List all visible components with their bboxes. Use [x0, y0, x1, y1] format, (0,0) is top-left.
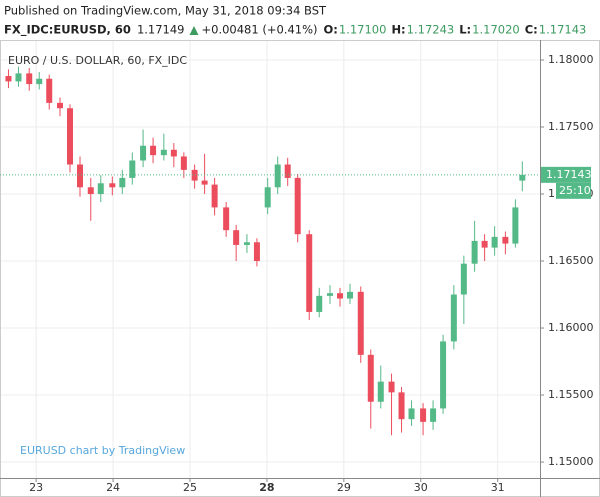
candle-body	[243, 242, 250, 245]
change: +0.00481 (+0.41%)	[202, 23, 318, 37]
published-line: Published on TradingView.com, May 31, 20…	[4, 4, 327, 18]
candle-body	[87, 187, 94, 194]
candle-body	[357, 291, 364, 355]
x-tick-label: 31	[491, 481, 505, 494]
candle-body	[264, 187, 271, 208]
x-tick-label: 28	[259, 481, 274, 494]
x-tick-label: 25	[183, 481, 197, 494]
candle-body	[253, 242, 260, 262]
candle-body	[471, 240, 478, 264]
y-tick-label: 1.16000	[548, 321, 594, 334]
candle-body	[160, 149, 167, 156]
candle-body	[440, 341, 447, 409]
ohlc-value: 1.17100	[339, 23, 387, 37]
candle-body	[223, 207, 230, 231]
ohlc-label: C:	[525, 23, 538, 37]
candle-body	[502, 236, 509, 244]
quote-line: FX_IDC:EURUSD, 60 1.17149 +0.00481 (+0.4…	[4, 23, 586, 38]
candle-body	[337, 293, 343, 299]
candle-body	[430, 408, 437, 422]
candle-body	[420, 408, 427, 422]
ohlc-value: 1.17020	[472, 23, 520, 37]
last-price: 1.17149	[137, 23, 185, 37]
candle-body	[180, 156, 187, 170]
candle-body	[481, 240, 488, 248]
candle-body	[46, 78, 53, 103]
candle-body	[36, 78, 43, 85]
y-tick-label: 1.15000	[548, 455, 594, 468]
y-tick-label: 1.17500	[548, 120, 594, 133]
candle-body	[77, 164, 83, 188]
candle-body	[284, 164, 291, 178]
candle-body	[129, 160, 136, 178]
x-tick-label: 30	[414, 481, 428, 494]
candle-body	[26, 73, 33, 85]
candle-body	[450, 294, 457, 342]
candle-body	[191, 169, 198, 181]
candle-body	[170, 149, 177, 157]
ohlc-value: 1.17143	[539, 23, 587, 37]
candle-body	[211, 184, 218, 208]
candle-body	[491, 236, 498, 248]
countdown: 25:10	[559, 184, 591, 197]
candle-body	[347, 291, 353, 299]
candle-body	[274, 164, 281, 188]
candle-body	[408, 408, 415, 420]
candle-body	[109, 183, 116, 188]
ohlc-value: 1.17243	[407, 23, 455, 37]
candle-body	[512, 207, 519, 244]
candle-body	[57, 102, 63, 109]
watermark: EURUSD chart by TradingView	[20, 444, 185, 457]
chart-title: EURO / U.S. DOLLAR, 60, FX_IDC	[8, 54, 187, 67]
candle-body	[15, 73, 22, 82]
candle-body	[5, 76, 12, 82]
y-tick-label: 1.18000	[548, 53, 594, 66]
candle-body	[67, 108, 73, 165]
candle-body	[519, 174, 526, 181]
ohlc-label: L:	[459, 23, 471, 37]
candle-body	[97, 183, 104, 194]
up-arrow	[189, 26, 199, 35]
candle-body	[140, 145, 147, 161]
candle-body	[327, 293, 333, 296]
ohlc-label: H:	[391, 23, 405, 37]
x-tick-label: 24	[106, 481, 120, 494]
candle-body	[233, 230, 240, 245]
y-tick-label: 1.16500	[548, 254, 594, 267]
last-price-label: 1.17143	[546, 168, 592, 181]
ohlc-label: O:	[324, 23, 338, 37]
candle-body	[306, 234, 313, 312]
candle-body	[201, 180, 208, 185]
candle-body	[377, 381, 384, 402]
x-tick-label: 29	[337, 481, 351, 494]
candle-body	[460, 263, 467, 295]
candle-body	[119, 177, 126, 188]
candle-body	[367, 354, 374, 402]
last-price-box	[541, 166, 591, 183]
candle-body	[398, 392, 405, 420]
symbol: FX_IDC:EURUSD, 60	[4, 23, 131, 38]
candle-body	[150, 145, 157, 156]
y-tick-label: 1.15500	[548, 388, 594, 401]
candle-body	[294, 177, 301, 235]
candle-body	[388, 381, 395, 393]
x-tick-label: 23	[29, 481, 43, 494]
countdown-box	[556, 182, 591, 199]
candle-body	[316, 295, 323, 312]
